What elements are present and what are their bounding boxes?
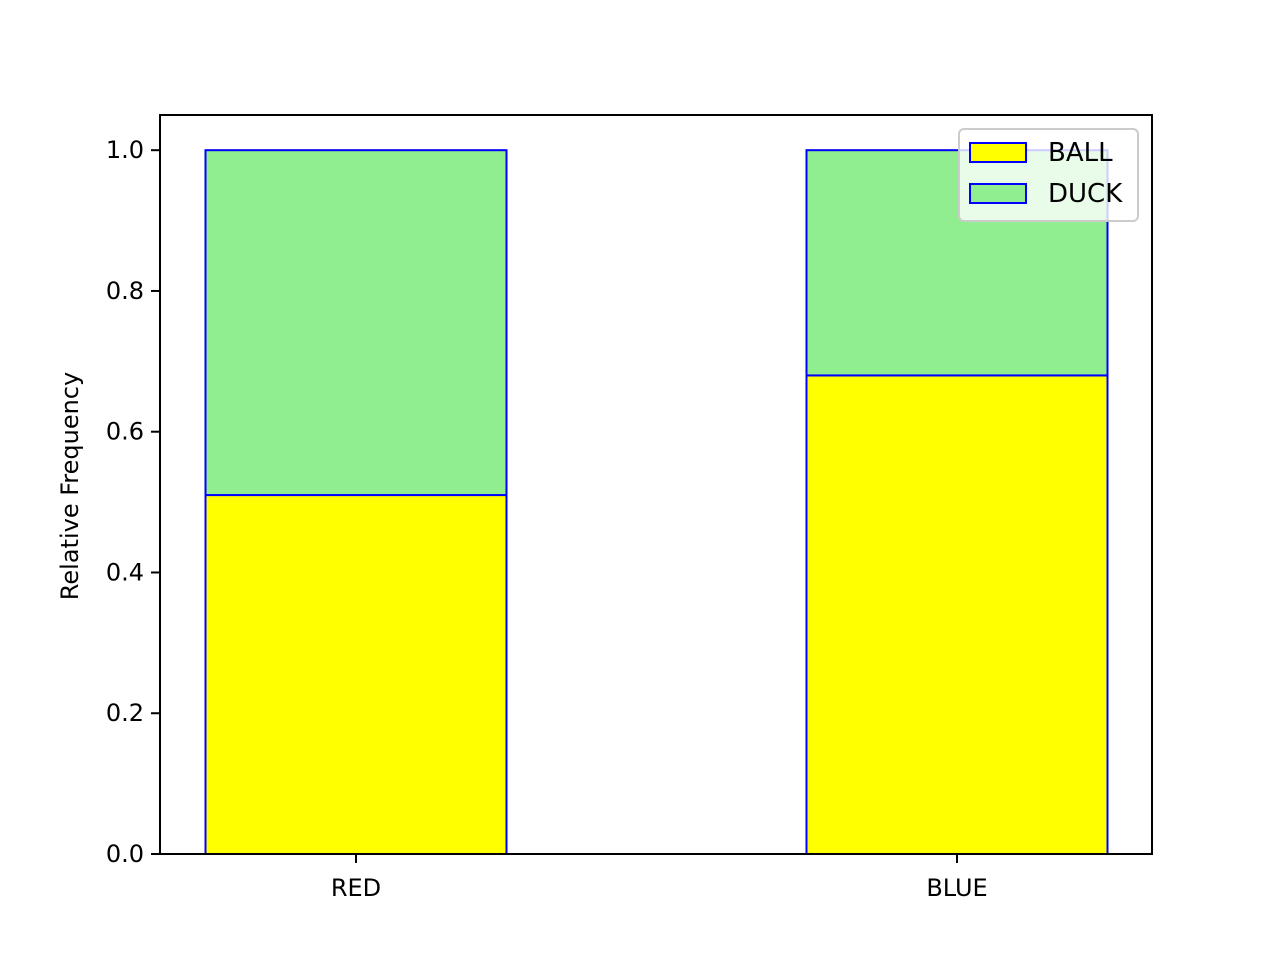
bar-red-duck [204,149,508,497]
legend-swatch-ball [969,142,1027,163]
y-tick-label: 0.8 [106,277,144,305]
x-tick-label-red: RED [331,874,381,902]
axes-layer: 0.0 0.2 0.4 0.6 0.8 1.0 RED BLUE [106,114,1153,902]
bar-red-ball [204,494,508,855]
x-tick-label-blue: BLUE [926,874,987,902]
plot-frame [159,114,1153,855]
legend: BALL DUCK [958,128,1139,222]
y-axis-label: Relative Frequency [56,372,84,600]
bars-layer [204,149,1109,855]
y-tick-label: 0.4 [106,558,144,586]
y-tick-label: 0.0 [106,840,144,868]
y-tick-label: 0.2 [106,699,144,727]
bar-blue-ball [805,374,1109,855]
y-tick-label: 0.6 [106,418,144,446]
y-tick-label: 1.0 [106,136,144,164]
legend-label-duck: DUCK [1048,179,1123,209]
legend-swatch-duck [969,183,1027,204]
legend-label-ball: BALL [1048,138,1113,168]
